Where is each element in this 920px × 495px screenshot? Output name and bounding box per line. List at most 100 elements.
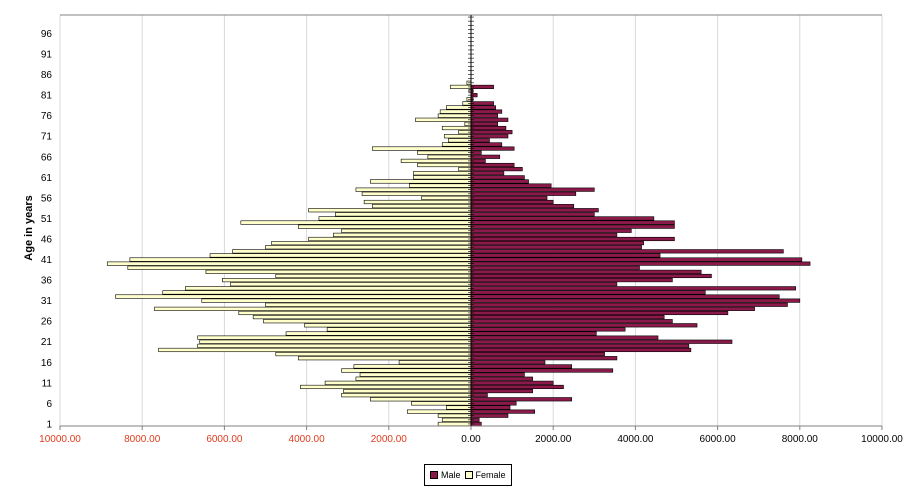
bar-female xyxy=(333,232,472,237)
bar-male xyxy=(470,175,525,180)
bar-male xyxy=(470,319,673,324)
bar-male xyxy=(470,306,755,311)
bar-female xyxy=(411,401,472,406)
bar-female xyxy=(285,331,472,336)
bar-male xyxy=(470,191,577,196)
bar-female xyxy=(372,146,472,151)
bar-female xyxy=(298,224,472,229)
bar-male xyxy=(470,187,595,192)
x-tick-label: 0.00 xyxy=(461,434,481,445)
bar-male xyxy=(470,401,517,406)
bar-female xyxy=(413,175,472,180)
bar-male xyxy=(470,331,597,336)
bar-female xyxy=(409,183,472,188)
bar-female xyxy=(361,191,472,196)
bar-male xyxy=(470,265,640,270)
y-tick-label: 86 xyxy=(41,70,53,81)
bar-male xyxy=(470,121,499,126)
bar-female xyxy=(240,220,472,225)
bar-male xyxy=(470,199,554,205)
legend: Male Female xyxy=(424,464,512,486)
bar-male xyxy=(470,273,712,279)
bar-male xyxy=(470,130,513,135)
bar-female xyxy=(400,158,472,163)
bars xyxy=(106,80,811,427)
bar-male xyxy=(470,183,552,188)
bar-female xyxy=(304,323,472,328)
bar-male xyxy=(470,278,673,283)
bar-female xyxy=(197,335,472,340)
y-tick-label: 1 xyxy=(46,419,52,430)
bar-male xyxy=(470,245,642,250)
y-tick-label: 56 xyxy=(41,193,53,204)
bar-female xyxy=(413,171,472,176)
bar-female xyxy=(417,150,472,155)
bar-female xyxy=(437,421,472,427)
bar-male xyxy=(470,105,496,110)
bar-female xyxy=(252,315,472,320)
bar-male xyxy=(470,134,509,139)
bar-female xyxy=(341,368,472,373)
bar-male xyxy=(470,364,572,369)
bar-male xyxy=(470,249,784,254)
bar-female xyxy=(406,409,472,414)
x-tick-label: 8000.00 xyxy=(782,434,819,445)
bar-female xyxy=(115,294,472,299)
bar-male xyxy=(470,146,515,151)
y-tick-label: 46 xyxy=(41,234,53,245)
legend-label-female: Female xyxy=(475,470,506,480)
bar-male xyxy=(470,113,499,118)
bar-male xyxy=(470,212,595,217)
y-tick-label: 26 xyxy=(41,317,53,328)
x-tick-label: 6000.00 xyxy=(700,434,737,445)
bar-female xyxy=(417,162,472,168)
bar-female xyxy=(106,261,472,266)
bar-male xyxy=(470,142,503,147)
bar-female xyxy=(308,208,472,213)
bar-female xyxy=(275,273,472,279)
legend-label-male: Male xyxy=(441,470,461,480)
y-tick-label: 51 xyxy=(41,214,53,225)
bar-male xyxy=(470,380,554,385)
y-tick-label: 71 xyxy=(41,132,53,143)
y-tick-label: 31 xyxy=(41,296,53,307)
bar-male xyxy=(470,347,692,353)
bar-male xyxy=(470,167,523,172)
bar-female xyxy=(308,236,472,242)
bar-male xyxy=(470,335,659,340)
bar-female xyxy=(127,265,472,270)
bar-female xyxy=(441,142,472,147)
bar-female xyxy=(205,269,472,274)
x-tick-label: 2000.00 xyxy=(535,434,572,445)
axes xyxy=(59,14,883,430)
bar-female xyxy=(201,298,472,303)
bar-female xyxy=(355,376,472,381)
bar-male xyxy=(470,397,572,402)
x-tick-labels: 10000.00 8000.00 6000.00 4000.00 2000.00 0.00… xyxy=(39,434,903,445)
bar-male xyxy=(470,228,632,233)
bar-female xyxy=(415,117,472,122)
bar-female xyxy=(238,310,472,316)
bar-female xyxy=(443,134,472,139)
bar-female xyxy=(300,384,472,390)
bar-male xyxy=(470,84,494,89)
bar-male xyxy=(470,388,533,394)
bar-male xyxy=(470,405,511,410)
bar-female xyxy=(446,105,472,110)
y-tick-label: 76 xyxy=(41,111,53,122)
bar-female xyxy=(450,84,472,89)
bar-male xyxy=(470,257,803,262)
y-tick-label: 81 xyxy=(41,91,53,102)
bar-male xyxy=(470,232,618,237)
bar-male xyxy=(470,339,733,344)
bar-female xyxy=(129,257,472,262)
bar-female xyxy=(439,109,472,114)
bar-male xyxy=(470,125,507,131)
y-tick-label: 11 xyxy=(42,378,53,389)
y-tick-label: 41 xyxy=(41,255,53,266)
bar-female xyxy=(355,187,472,192)
bar-male xyxy=(470,327,626,332)
x-tick-label: 10000.00 xyxy=(861,434,903,445)
